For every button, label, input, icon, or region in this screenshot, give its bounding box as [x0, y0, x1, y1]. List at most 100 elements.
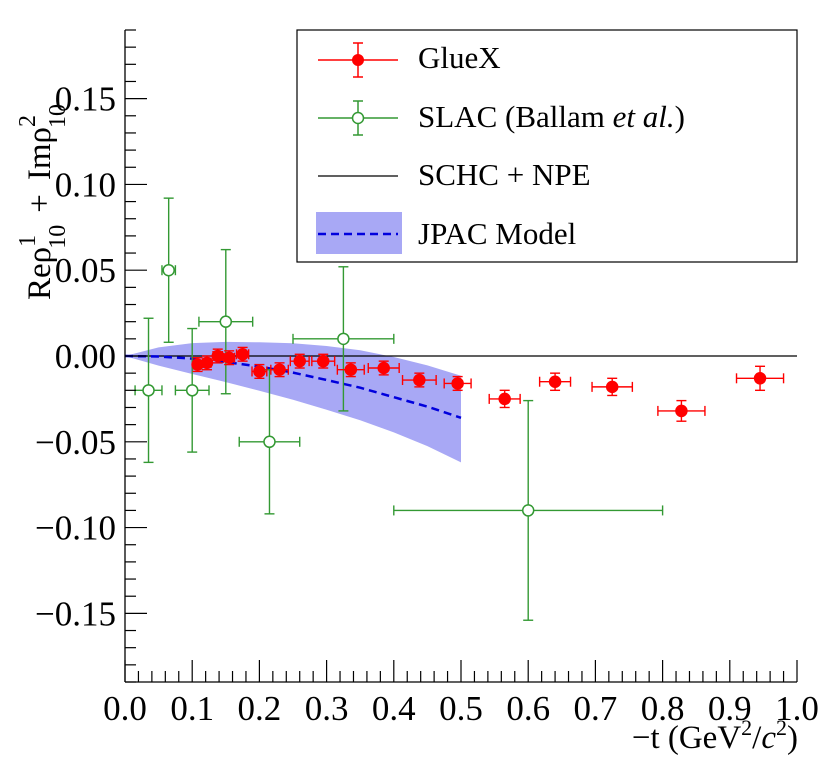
ylabel-sub2: 10 — [45, 104, 71, 128]
gluex-marker — [273, 363, 286, 376]
slac-marker — [521, 504, 535, 517]
y-tick-labels: 0.15 0.10 0.05 0.00 −0.05 −0.10 −0.15 — [35, 80, 116, 634]
slac-marker — [219, 315, 233, 328]
legend-markers — [316, 42, 402, 254]
gluex-point — [235, 346, 250, 362]
legend-label-slac-italic: et al. — [613, 99, 675, 134]
xlabel-slash: / — [752, 720, 762, 756]
y-tick-label: 0.05 — [55, 251, 116, 290]
gluex-marker — [211, 349, 224, 363]
x-tick-label: 0.4 — [372, 689, 416, 728]
x-tick-label: 0.1 — [170, 689, 214, 728]
slac-marker — [162, 263, 175, 277]
slac-marker — [263, 435, 276, 449]
legend-label-slac-main: SLAC (Ballam — [418, 99, 613, 134]
legend-gluex-marker — [352, 54, 364, 66]
ylabel-sub1: 10 — [45, 225, 71, 249]
ylabel-sup2: 2 — [15, 115, 41, 127]
slac-point — [198, 248, 254, 395]
gluex-marker — [451, 377, 464, 390]
gluex-marker — [675, 404, 688, 418]
y-tick-label: 0.10 — [55, 165, 116, 204]
legend-slac-marker — [351, 111, 365, 125]
x-tick-label: 0.5 — [439, 689, 483, 728]
gluex-point — [657, 399, 706, 422]
axes — [124, 29, 798, 683]
x-tick-label: 0.0 — [103, 689, 147, 728]
gluex-marker — [344, 363, 358, 376]
legend-label-jpac: JPAC Model — [418, 216, 576, 251]
xlabel-suffix: ) — [787, 720, 798, 756]
xlabel-prefix: −t (GeV — [632, 720, 741, 756]
slac-marker — [337, 332, 350, 346]
y-tick-label: 0.00 — [55, 337, 116, 376]
ylabel-im: Im — [22, 143, 58, 180]
gluex-marker — [316, 354, 330, 368]
gluex-point — [367, 360, 400, 376]
slac-series — [134, 197, 664, 621]
gluex-marker — [753, 372, 767, 385]
gluex-point — [270, 362, 289, 378]
slac-marker — [185, 384, 199, 397]
xlabel-c: c — [761, 720, 776, 756]
gluex-marker — [377, 361, 390, 375]
gluex-marker — [236, 348, 249, 361]
x-tick-label: 0.3 — [305, 689, 349, 728]
gluex-marker — [293, 354, 306, 368]
gluex-point — [401, 372, 437, 388]
legend-label-gluex: GlueX — [418, 40, 501, 75]
x-tick-label: 0.9 — [708, 689, 752, 728]
ylabel-re: Re — [22, 263, 58, 300]
x-tick-label: 1.0 — [775, 689, 819, 728]
gluex-point — [251, 363, 268, 380]
x-tick-label: 0.8 — [641, 689, 685, 728]
y-tick-label: −0.05 — [35, 423, 116, 462]
y-tick-label: −0.10 — [35, 509, 116, 548]
gluex-marker — [548, 375, 562, 388]
slac-point — [161, 197, 177, 343]
gluex-point — [336, 362, 365, 378]
gluex-marker — [498, 392, 511, 406]
x-tick-label: 0.6 — [506, 689, 550, 728]
jpac-model-line — [124, 354, 462, 419]
gluex-marker — [200, 356, 214, 370]
x-tick-label: 0.2 — [238, 689, 282, 728]
x-axis-title: −t (GeV2/c2) — [632, 715, 798, 756]
gluex-point — [488, 389, 521, 409]
x-tick-label: 0.7 — [574, 689, 618, 728]
legend-label-schc: SCHC + NPE — [418, 157, 591, 192]
ylabel-plus: + — [22, 194, 58, 213]
legend-label-slac-end: ) — [675, 99, 685, 134]
xlabel-sup: 2 — [741, 715, 752, 740]
slac-point — [174, 327, 210, 453]
gluex-point — [538, 372, 572, 392]
jpac-band — [125, 341, 461, 463]
slac-point — [134, 317, 163, 464]
ylabel-rho-2: ρ — [22, 127, 58, 143]
gluex-marker — [222, 351, 236, 364]
gluex-point — [289, 353, 310, 369]
gluex-point — [191, 357, 204, 373]
gluex-series — [191, 346, 785, 422]
legend: GlueX SLAC (Ballam et al.) SCHC + NPE JP… — [296, 29, 798, 263]
slac-point — [393, 399, 664, 621]
gluex-marker — [253, 365, 266, 378]
gluex-point — [200, 355, 214, 371]
gluex-point — [591, 377, 634, 397]
ylabel-sup1: 1 — [15, 236, 41, 247]
gluex-point — [443, 375, 472, 392]
gluex-point — [211, 348, 224, 364]
y-tick-label: −0.15 — [35, 594, 116, 633]
slac-point — [238, 369, 301, 515]
slac-marker — [142, 384, 155, 397]
gluex-marker — [605, 380, 619, 394]
jpac-line-layer — [124, 354, 462, 419]
y-tick-label: 0.15 — [55, 80, 116, 119]
gluex-point — [311, 353, 336, 369]
slac-point — [292, 266, 395, 412]
gluex-point — [735, 365, 785, 392]
xlabel-csup: 2 — [776, 715, 787, 740]
gluex-marker — [413, 373, 426, 387]
jpac-band-layer — [125, 341, 461, 463]
